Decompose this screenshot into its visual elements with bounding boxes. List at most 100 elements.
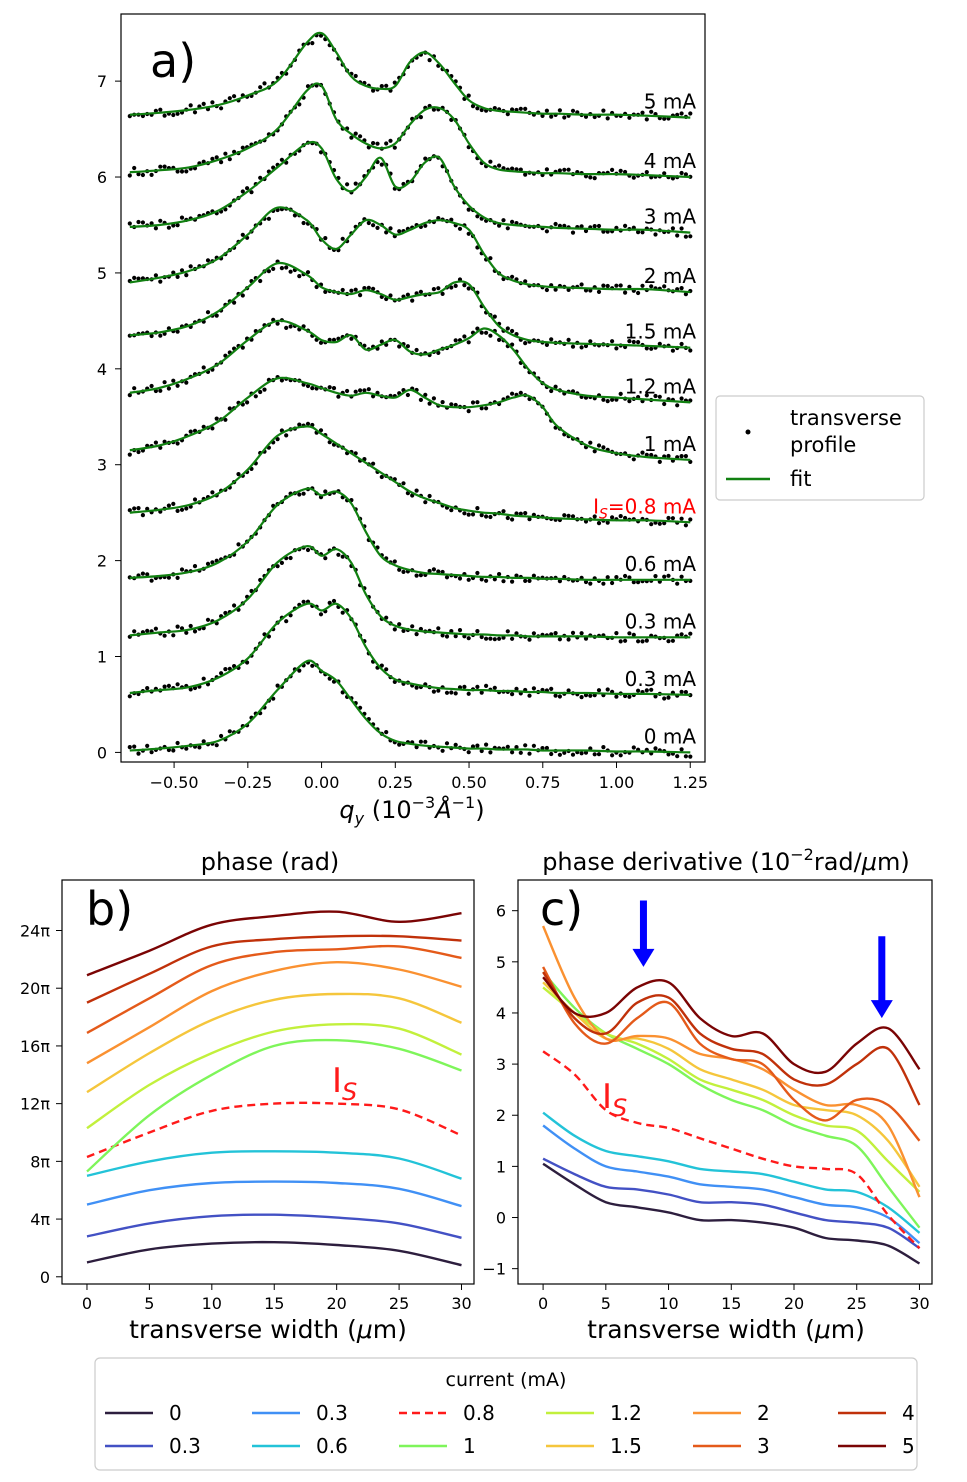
profile-point bbox=[331, 337, 337, 342]
profile-point bbox=[127, 452, 132, 457]
profile-point bbox=[453, 634, 458, 639]
profile-point bbox=[162, 380, 167, 385]
profile-point bbox=[175, 682, 180, 687]
profile-point bbox=[610, 753, 615, 758]
profile-point bbox=[544, 745, 550, 751]
profile-point bbox=[583, 228, 589, 234]
profile-point bbox=[679, 286, 684, 291]
profile-point bbox=[523, 578, 528, 584]
phase-line bbox=[86, 1101, 462, 1159]
profile-point bbox=[340, 236, 345, 241]
profile-point bbox=[353, 287, 358, 292]
profile-point bbox=[405, 344, 410, 349]
profile-point bbox=[644, 170, 649, 175]
profile-point bbox=[284, 265, 289, 270]
profile-point bbox=[509, 517, 515, 522]
profile-point bbox=[627, 694, 632, 699]
profile-point bbox=[636, 688, 641, 693]
profile-point bbox=[557, 694, 563, 699]
profile-point bbox=[640, 450, 645, 455]
profile-point bbox=[232, 603, 237, 608]
profile-point bbox=[127, 694, 132, 699]
profile-point bbox=[132, 386, 137, 391]
profile-point bbox=[596, 289, 602, 294]
profile-point bbox=[188, 264, 193, 269]
profile-point bbox=[588, 175, 593, 180]
profile-point bbox=[353, 73, 358, 79]
profile-point bbox=[205, 258, 211, 263]
profile-point bbox=[514, 686, 519, 692]
profile-point bbox=[649, 109, 654, 114]
profile-point bbox=[353, 181, 358, 186]
profile-point bbox=[509, 219, 515, 224]
profile-point bbox=[653, 232, 658, 237]
profile-point bbox=[457, 576, 463, 581]
phase-line bbox=[86, 1240, 462, 1267]
profile-point bbox=[610, 397, 615, 402]
profile-point bbox=[292, 213, 297, 218]
profile-point bbox=[509, 391, 515, 396]
fit-line bbox=[129, 82, 691, 179]
profile-point bbox=[397, 742, 402, 747]
profile-point bbox=[349, 336, 354, 341]
profile-point bbox=[497, 572, 502, 577]
profile-point bbox=[505, 629, 510, 634]
legend-entry-label: 5 bbox=[902, 1434, 915, 1458]
profile-point bbox=[384, 230, 389, 235]
profile-point bbox=[592, 114, 597, 120]
panel-c-xtick-label: 25 bbox=[847, 1294, 867, 1313]
profile-point bbox=[644, 346, 649, 351]
profile-point bbox=[675, 754, 680, 759]
profile-point bbox=[184, 169, 189, 174]
phase-line bbox=[86, 960, 462, 1065]
profile-point bbox=[679, 341, 684, 347]
profile-point bbox=[679, 747, 684, 752]
profile-point bbox=[484, 330, 489, 335]
panel-c-ytick-label: 0 bbox=[496, 1209, 506, 1228]
curve-label: IS=0.8 mA bbox=[593, 494, 696, 522]
profile-point bbox=[192, 629, 198, 634]
profile-point bbox=[670, 348, 676, 353]
profile-point bbox=[384, 730, 389, 735]
panel-a-ytick-label: 4 bbox=[97, 360, 107, 379]
profile-point bbox=[544, 287, 550, 293]
profile-point bbox=[570, 344, 576, 349]
profile-point bbox=[466, 93, 471, 98]
curve-label: 1.5 mA bbox=[625, 320, 697, 344]
panel-a-label: a) bbox=[150, 34, 196, 88]
profile-point bbox=[614, 575, 619, 580]
profile-point bbox=[149, 383, 154, 389]
profile-point bbox=[388, 293, 393, 298]
profile-point bbox=[258, 278, 263, 284]
profile-point bbox=[492, 314, 497, 319]
panel-a-frame bbox=[120, 13, 706, 763]
profile-point bbox=[688, 754, 693, 759]
profile-point bbox=[466, 409, 471, 414]
profile-point bbox=[466, 636, 471, 641]
profile-point bbox=[462, 334, 467, 339]
profile-point bbox=[305, 547, 311, 553]
profile-point bbox=[462, 283, 467, 288]
profile-point bbox=[636, 230, 641, 235]
profile-point bbox=[444, 634, 450, 639]
profile-point bbox=[557, 168, 563, 173]
profile-point bbox=[505, 112, 510, 117]
profile-point bbox=[544, 342, 550, 347]
profile-point bbox=[549, 337, 554, 342]
profile-point bbox=[384, 83, 389, 88]
profile-point bbox=[318, 150, 324, 155]
profile-point bbox=[509, 579, 515, 584]
profile-point bbox=[514, 631, 519, 636]
profile-point bbox=[475, 629, 480, 634]
profile-point bbox=[570, 630, 576, 636]
profile-point bbox=[679, 226, 684, 231]
profile-point bbox=[636, 580, 641, 585]
profile-point bbox=[336, 552, 341, 557]
profile-point bbox=[253, 394, 258, 399]
profile-point bbox=[527, 693, 532, 698]
profile-point bbox=[566, 287, 571, 292]
profile-point bbox=[627, 115, 632, 120]
profile-point bbox=[479, 748, 484, 754]
fit-line bbox=[129, 659, 691, 754]
profile-point bbox=[479, 330, 484, 335]
